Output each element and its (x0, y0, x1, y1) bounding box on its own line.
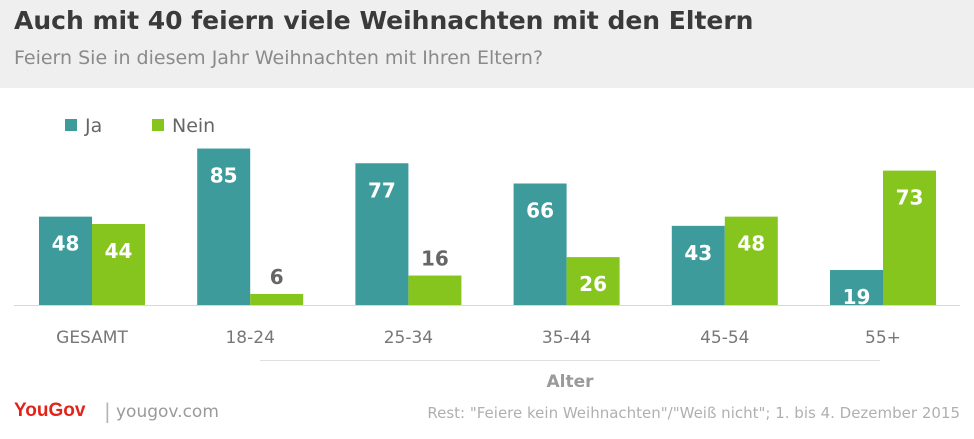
bar-ja-5 (830, 270, 883, 305)
category-label-5: 55+ (865, 328, 901, 348)
bar-ja-3 (513, 183, 567, 305)
category-label-3: 35-44 (542, 328, 591, 348)
data-label-nein-5: 73 (896, 186, 924, 210)
group-label-alter: Alter (546, 372, 594, 392)
data-label-nein-2: 16 (421, 247, 449, 271)
bar-ja-2 (355, 163, 409, 305)
category-label-2: 25-34 (384, 328, 433, 348)
bar-ja-4 (671, 225, 725, 305)
bar-ja-0 (39, 216, 92, 305)
data-label-ja-4: 43 (684, 241, 712, 265)
bar-nein-3 (566, 257, 620, 305)
bar-nein-1 (250, 293, 304, 305)
bar-nein-2 (408, 275, 462, 305)
data-label-ja-3: 66 (526, 199, 554, 223)
legend-swatch-ja (65, 119, 77, 131)
legend-label-nein: Nein (172, 115, 215, 137)
bar-nein-5 (883, 170, 936, 305)
category-label-0: GESAMT (56, 328, 128, 348)
footer-site-link[interactable]: yougov.com (116, 402, 219, 422)
data-label-nein-3: 26 (579, 272, 607, 296)
bar-nein-0 (92, 224, 145, 305)
chart-header: Auch mit 40 feiern viele Weihnachten mit… (0, 0, 974, 88)
data-label-ja-0: 48 (52, 232, 80, 256)
bar-chart: Ja Nein 48 44 GESAMT 85 6 18-24 77 16 25-34 66 26 35-… (14, 115, 960, 392)
chart-title: Auch mit 40 feiern viele Weihnachten mit… (14, 6, 754, 35)
footer-separator: | (104, 399, 111, 423)
category-label-4: 45-54 (700, 328, 749, 348)
footer-note: Rest: "Feiere kein Weihnachten"/"Weiß ni… (427, 404, 960, 422)
chart-subtitle: Feiern Sie in diesem Jahr Weihnachten mi… (14, 47, 544, 69)
yougov-logo: YouGov (14, 400, 86, 421)
data-label-ja-5: 19 (843, 285, 871, 309)
data-label-nein-1: 6 (270, 265, 284, 289)
data-label-ja-1: 85 (210, 164, 238, 188)
bar-nein-4 (724, 216, 778, 305)
data-label-nein-4: 48 (737, 232, 765, 256)
category-label-1: 18-24 (225, 328, 274, 348)
legend-swatch-nein (152, 119, 164, 131)
data-label-nein-0: 44 (105, 239, 133, 263)
data-label-ja-2: 77 (368, 178, 396, 202)
bar-ja-1 (197, 148, 251, 305)
legend-label-ja: Ja (84, 115, 102, 137)
